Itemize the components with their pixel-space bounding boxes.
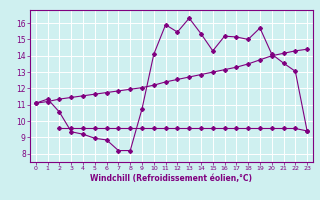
- X-axis label: Windchill (Refroidissement éolien,°C): Windchill (Refroidissement éolien,°C): [91, 174, 252, 183]
